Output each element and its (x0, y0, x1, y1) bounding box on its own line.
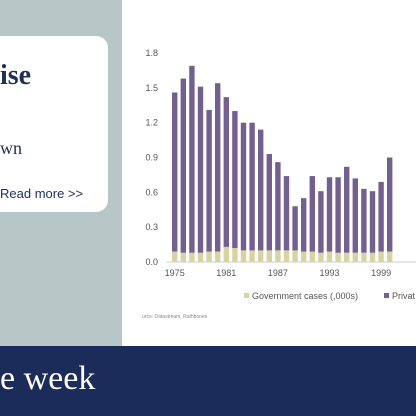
bar-private (361, 188, 367, 253)
bar-government (378, 251, 384, 262)
legend-label-private: Privat (392, 291, 416, 301)
footer-title: e week (0, 360, 96, 397)
bar-government (240, 250, 247, 262)
chart-panel: 0.0 0.3 0.6 0.9 1.2 1.5 1.8 1975 1981 1987 1993 199… (122, 0, 416, 346)
read-more-link[interactable]: Read more >> (0, 186, 84, 201)
bar-private (258, 129, 264, 251)
bar-government (292, 250, 298, 262)
bar-private (223, 97, 229, 247)
bar-government (335, 252, 341, 262)
bar-government (215, 251, 221, 262)
x-tick-label: 1987 (268, 268, 288, 278)
bar-government (352, 252, 358, 262)
bar-private (206, 109, 212, 252)
bar-government (249, 250, 255, 262)
bar-private (197, 86, 204, 253)
bar-private (172, 92, 178, 252)
bar-government (326, 251, 333, 262)
bar-chart: 0.0 0.3 0.6 0.9 1.2 1.5 1.8 1975 1981 1987 1993 199… (145, 48, 416, 301)
bar-private (326, 177, 333, 252)
bar-government (180, 252, 186, 262)
bar-private (344, 166, 350, 253)
bar-government (361, 252, 367, 262)
bar-private (378, 181, 384, 252)
bar-private (318, 191, 324, 253)
bar-government (387, 251, 393, 262)
bar-private (249, 122, 255, 251)
bar-private (232, 111, 238, 249)
bar-government (172, 251, 178, 262)
bar-private (369, 191, 376, 253)
bar-private (180, 78, 186, 253)
bar-government (266, 250, 272, 262)
y-tick-label: 0.6 (145, 187, 158, 197)
y-tick-label: 1.5 (145, 83, 158, 93)
bar-government (318, 252, 324, 262)
bar-government (344, 252, 350, 262)
bar-private (301, 198, 307, 252)
bar-private (387, 157, 393, 252)
legend-label-government: Government cases (,000s) (252, 291, 358, 301)
bar-government (258, 250, 264, 262)
left-panel: ise wn Read more >> (0, 0, 122, 346)
bar-private (275, 162, 281, 251)
bar-private (309, 176, 315, 252)
card-subtitle: wn (0, 138, 22, 158)
bar-private (240, 122, 247, 251)
bar-private (189, 65, 195, 253)
legend-swatch-private (384, 293, 389, 298)
bar-government (309, 251, 315, 262)
card-title: ise (0, 60, 32, 91)
legend-swatch-government (244, 293, 249, 298)
y-tick-label: 0.0 (145, 257, 158, 267)
x-tick-label: 1981 (216, 268, 236, 278)
x-tick-label: 1975 (165, 268, 185, 278)
bar-government (197, 252, 204, 262)
bar-government (206, 251, 212, 262)
bar-government (283, 250, 290, 262)
bar-private (215, 83, 221, 252)
source-note: urce: Datastream, Rathbones (142, 314, 208, 320)
bar-government (189, 252, 195, 262)
x-tick-label: 1993 (319, 268, 339, 278)
bar-government (369, 252, 376, 262)
bar-government (232, 248, 238, 262)
y-tick-label: 0.3 (145, 222, 158, 232)
bar-private (352, 178, 358, 253)
bar-government (275, 250, 281, 262)
bar-government (301, 251, 307, 262)
footer-banner: e week (0, 346, 416, 416)
bar-private (283, 176, 290, 251)
y-tick-label: 1.8 (145, 48, 158, 58)
y-tick-label: 1.2 (145, 118, 158, 128)
bar-private (292, 206, 298, 251)
y-tick-label: 0.9 (145, 153, 158, 163)
bar-private (266, 154, 272, 251)
bar-private (335, 177, 341, 253)
article-card[interactable]: ise wn Read more >> (0, 36, 108, 212)
x-tick-label: 1999 (371, 268, 391, 278)
bar-government (223, 246, 229, 262)
